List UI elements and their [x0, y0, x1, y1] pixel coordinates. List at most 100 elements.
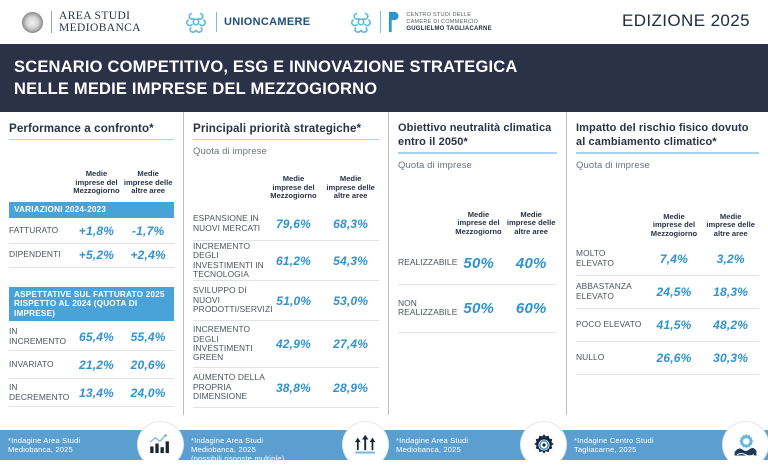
panel-performance: Performance a confronto* Medie imprese de…	[0, 112, 183, 415]
row-value-south: 13,4%	[78, 385, 114, 400]
title-underline	[576, 152, 759, 154]
row-value-south: 65,4%	[78, 329, 114, 344]
tagliacarne-logo-line3: GUGLIELMO TAGLIACARNE	[406, 25, 492, 32]
arrows-up-icon	[343, 422, 388, 467]
row-label: INVARIATO	[9, 358, 54, 369]
series-label-other: Medie imprese delle altre aree	[123, 169, 173, 196]
table-row: NON REALIZZABILE 50% 60%	[398, 285, 557, 333]
table-row: POCO ELEVATO 41,5% 48,2%	[576, 309, 759, 342]
page-title-line1: SCENARIO COMPETITIVO, ESG E INNOVAZIONE …	[14, 58, 518, 76]
row-label: SVILUPPO DI NUOVI PRODOTTI/SERVIZI	[193, 285, 273, 315]
row-value-other: 27,4%	[333, 337, 369, 351]
panel-subtitle: Quota di imprese	[398, 159, 472, 171]
title-underline	[398, 152, 557, 154]
panel-title: Principali priorità strategiche*	[193, 122, 362, 135]
row-value-south: 38,8%	[275, 380, 311, 395]
table-row: IN INCREMENTO 65,4% 55,4%	[9, 323, 174, 351]
gear-target-icon	[521, 422, 566, 467]
row-value-south: 51,0%	[276, 293, 312, 308]
title-band: SCENARIO COMPETITIVO, ESG E INNOVAZIONE …	[0, 44, 768, 112]
row-value-other: 48,2%	[713, 317, 749, 332]
row-label: AUMENTO DELLA PROPRIA DIMENSIONE	[193, 372, 265, 402]
row-value-south: 79,6%	[275, 216, 311, 231]
row-value-other: 55,4%	[130, 329, 166, 344]
row-value-other: 18,3%	[713, 284, 749, 299]
panel-neutralita-climatica: Obiettivo neutralità climatica entro il …	[388, 112, 566, 415]
bottom-strip	[0, 460, 768, 473]
row-label: ABBASTANZA ELEVATO	[576, 281, 632, 301]
footnote-performance: *Indagine Area Studi Mediobanca, 2025	[8, 436, 81, 454]
table-row: INVARIATO 21,2% 20,6%	[9, 351, 174, 379]
table-row: SVILUPPO DI NUOVI PRODOTTI/SERVIZI 51,0%…	[193, 281, 379, 321]
row-label: INCREMENTO DEGLI INVESTIMENTI IN TECNOLO…	[193, 240, 264, 279]
bar-chart-icon	[138, 422, 183, 467]
row-label: INCREMENTO DEGLI INVESTIMENTI GREEN	[193, 324, 253, 363]
table-row: MOLTO ELEVATO 7,4% 3,2%	[576, 243, 759, 276]
mediobanca-logo-text: AREA STUDI MEDIOBANCA	[59, 10, 141, 35]
row-value-other: 3,2%	[716, 251, 745, 266]
row-label: NON REALIZZABILE	[398, 297, 458, 317]
row-value-other: 53,0%	[333, 293, 369, 308]
footer-segment-priorita: *Indagine Area Studi Mediobanca, 2025 (pos…	[183, 422, 388, 467]
tagliacarne-glyph-icon	[387, 11, 400, 33]
logo-bar: AREA STUDI MEDIOBANCA	[0, 0, 768, 44]
page-title: SCENARIO COMPETITIVO, ESG E INNOVAZIONE …	[14, 56, 518, 100]
row-value-south: +1,8%	[78, 224, 115, 238]
mediobanca-logo-line2: MEDIOBANCA	[59, 22, 141, 34]
row-value-other: 68,3%	[333, 216, 369, 231]
footer-bar: *Indagine Area Studi Mediobanca, 2025 *In…	[0, 422, 768, 467]
gear-landscape-icon	[723, 422, 768, 467]
series-label-other: Medie imprese delle altre aree	[506, 209, 556, 236]
series-label-south: Medie imprese del Mezzogiorno	[73, 169, 120, 196]
row-label: MOLTO ELEVATO	[576, 248, 614, 268]
row-label: DIPENDENTI	[9, 249, 61, 260]
series-label-other: Medie imprese delle altre aree	[706, 211, 755, 238]
logo-divider	[215, 12, 217, 32]
series-label-south: Medie imprese del Mezzogiorno	[455, 209, 502, 236]
table-row: FATTURATO +1,8% -1,7%	[9, 220, 174, 244]
footer-segment-performance: *Indagine Area Studi Mediobanca, 2025	[0, 422, 183, 467]
panel-title: Impatto del rischio fisico dovuto al cam…	[576, 122, 749, 148]
table-row: ABBASTANZA ELEVATO 24,5% 18,3%	[576, 276, 759, 309]
row-value-south: 21,2%	[78, 357, 114, 372]
panel-title: Obiettivo neutralità climatica entro il …	[398, 122, 552, 148]
panel-title: Performance a confronto*	[9, 122, 154, 135]
footnote-priorita: *Indagine Area Studi Mediobanca, 2025 (pos…	[191, 436, 285, 463]
unioncamere-logo-text: UNIONCAMERE	[223, 16, 311, 28]
table-row: REALIZZABILE 50% 40%	[398, 243, 557, 285]
tagliacarne-logo-line2: CAMERE DI COMMERCIO	[406, 18, 479, 25]
unioncamere-mark-icon	[183, 9, 209, 35]
page-title-line2: NELLE MEDIE IMPRESE DEL MEZZOGIORNO	[14, 80, 378, 98]
row-value-other: -1,7%	[131, 224, 165, 238]
table-row: AUMENTO DELLA PROPRIA DIMENSIONE 38,8% 2…	[193, 368, 379, 408]
footnote-neutralita: *Indagine Area Studi Mediobanca, 2025	[396, 436, 469, 454]
row-value-south: 26,6%	[656, 350, 692, 365]
panel-priorita-strategiche: Principali priorità strategiche* Quota d…	[183, 112, 388, 415]
row-value-south: 42,9%	[275, 337, 311, 351]
table-row: IN DECREMENTO 13,4% 24,0%	[9, 379, 174, 407]
tagliacarne-logo-line1: CENTRO STUDI DELLE	[406, 11, 472, 18]
table-row: INCREMENTO DEGLI INVESTIMENTI IN TECNOLO…	[193, 241, 379, 281]
row-value-other: 40%	[515, 254, 547, 272]
table-row: INCREMENTO DEGLI INVESTIMENTI GREEN 42,9…	[193, 321, 379, 368]
row-label: ESPANSIONE IN NUOVI MERCATI	[193, 213, 261, 233]
row-value-south: 41,5%	[656, 317, 692, 332]
edition-label: EDIZIONE 2025	[621, 11, 750, 30]
panel-container: Performance a confronto* Medie imprese de…	[0, 112, 768, 415]
row-value-other: 28,9%	[333, 380, 369, 395]
unioncamere-mark-icon	[348, 9, 374, 35]
mediobanca-logo-line1: AREA STUDI	[59, 9, 131, 22]
title-underline	[193, 138, 379, 140]
logo-divider	[380, 11, 382, 33]
title-underline	[9, 138, 174, 140]
row-label: FATTURATO	[9, 225, 59, 236]
logo-centro-studi-tagliacarne: CENTRO STUDI DELLE CAMERE DI COMMERCIO G…	[348, 9, 492, 35]
row-value-south: 50%	[463, 299, 495, 317]
row-value-other: 24,0%	[130, 385, 166, 400]
logo-unioncamere: UNIONCAMERE	[183, 9, 310, 35]
row-value-other: 20,6%	[130, 357, 166, 372]
row-value-other: 30,3%	[713, 350, 749, 365]
section-banner-aspettative: ASPETTATIVE SUL FATTURATO 2025 RISPETTO …	[9, 286, 174, 321]
series-label-south: Medie imprese del Mezzogiorno	[270, 174, 317, 201]
